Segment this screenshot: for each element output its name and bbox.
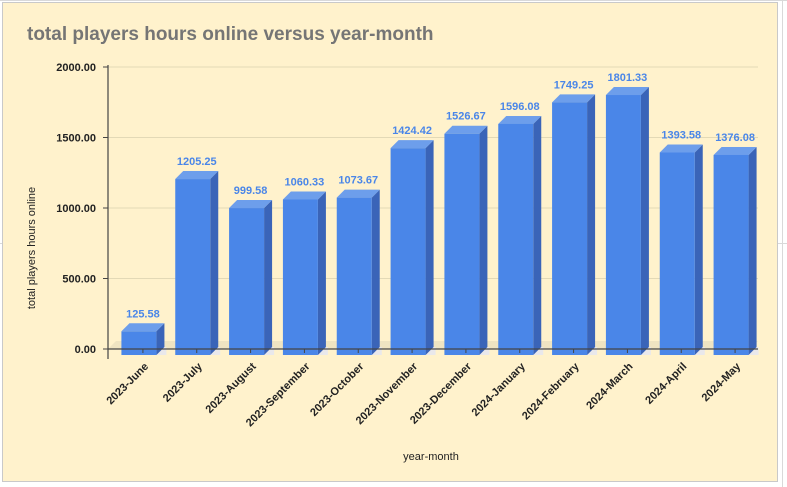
bar-side — [640, 87, 649, 356]
bar-top — [336, 189, 380, 198]
bar-top — [605, 87, 649, 96]
data-label: 1205.25 — [177, 156, 217, 168]
bar-top — [121, 323, 165, 332]
x-tick-label: 2024-May — [700, 360, 744, 404]
bar-top — [444, 125, 488, 134]
bar — [605, 95, 641, 356]
data-label: 1801.33 — [608, 72, 648, 84]
y-tick-label: 2000.00 — [56, 62, 96, 74]
data-label: 1073.67 — [338, 175, 378, 187]
x-tick-label: 2024-April — [643, 361, 689, 407]
y-axis-title: total players hours online — [26, 187, 38, 309]
bar-side — [371, 189, 380, 355]
bar-side — [533, 115, 542, 355]
bar — [713, 154, 749, 355]
bar-side — [210, 171, 219, 355]
data-label: 1393.58 — [661, 130, 701, 142]
bar — [121, 331, 157, 355]
x-tick-label: 2024-February — [520, 360, 582, 422]
data-label: 1060.33 — [285, 176, 325, 188]
chart-title: total players hours online versus year-m… — [27, 24, 434, 45]
bar — [659, 152, 695, 355]
bar-top — [659, 144, 703, 153]
data-label: 1376.08 — [715, 132, 755, 144]
bar-side — [694, 144, 703, 355]
bar-top — [390, 140, 434, 149]
bar-top — [229, 200, 273, 209]
y-tick-label: 500.00 — [62, 274, 96, 286]
data-label: 1749.25 — [554, 79, 594, 91]
bar-side — [425, 140, 434, 355]
bar — [229, 208, 265, 355]
data-label: 1424.42 — [392, 125, 432, 137]
bar-side — [479, 125, 488, 355]
y-tick-label: 0.00 — [75, 344, 96, 356]
y-tick-label: 1500.00 — [56, 133, 96, 145]
bar-side — [587, 94, 596, 356]
bar-side — [317, 191, 326, 355]
bar-top — [552, 94, 596, 103]
bar — [552, 102, 588, 356]
x-tick-label: 2024-March — [584, 360, 635, 411]
data-label: 1526.67 — [446, 111, 486, 123]
x-tick-label: 2023-June — [105, 361, 152, 408]
x-tick-label: 2024-January — [470, 360, 529, 419]
bar-top — [713, 146, 757, 155]
bar-side — [264, 200, 273, 355]
bar-side — [156, 323, 165, 355]
bar-top — [282, 191, 326, 200]
data-labels: 125.58 1205.25 999.58 1060.33 1073.67 1424.42… — [126, 72, 755, 320]
bar — [390, 148, 426, 355]
bar-top — [498, 115, 542, 124]
bar — [498, 123, 534, 355]
data-label: 999.58 — [234, 185, 268, 197]
bar-side — [748, 146, 757, 355]
x-tick-label: 2023-October — [308, 360, 367, 419]
bar — [336, 197, 372, 355]
bar — [282, 199, 318, 355]
bar — [175, 179, 211, 355]
y-tick-label: 1000.00 — [56, 203, 96, 215]
data-label: 1596.08 — [500, 101, 540, 113]
x-tick-label: 2023-July — [161, 360, 206, 405]
bars — [121, 87, 757, 356]
data-label: 125.58 — [126, 308, 160, 320]
x-tick-label: 2023-August — [204, 360, 259, 415]
bar — [444, 133, 480, 355]
bar-top — [175, 171, 219, 180]
x-axis-title: year-month — [403, 451, 459, 463]
